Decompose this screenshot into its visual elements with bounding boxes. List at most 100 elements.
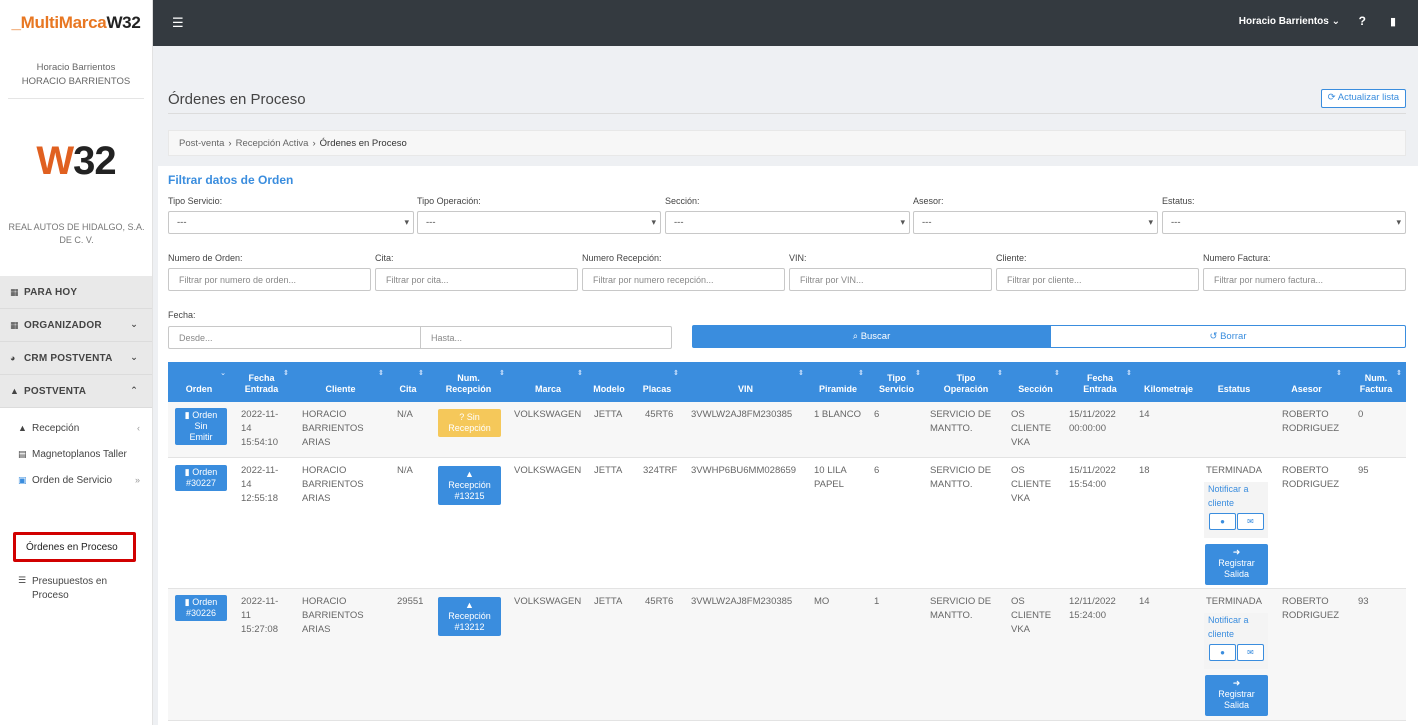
- fecha-desde-input[interactable]: Desde...: [168, 326, 421, 349]
- sidebar-item-magnetoplanos[interactable]: ▤ Magnetoplanos Taller: [18, 449, 127, 460]
- cell-kilometraje: 14: [1139, 596, 1150, 607]
- col-cita[interactable]: Cita ⇕: [399, 370, 424, 394]
- hamburger-icon[interactable]: ☰: [172, 15, 184, 30]
- recepcion-button[interactable]: ? Sin Recepción: [438, 409, 501, 437]
- chat-button[interactable]: ●: [1209, 644, 1236, 661]
- col-orden[interactable]: Orden ⌄: [185, 370, 226, 394]
- breadcrumb-recepcion-activa[interactable]: Recepción Activa: [235, 138, 309, 149]
- question-icon: ?: [459, 412, 465, 422]
- calendar-icon: ▦: [10, 286, 19, 297]
- col-vin[interactable]: VIN ⇕: [737, 370, 804, 394]
- table-row: ▮ Orden #30226 2022-11- 11 15:27:08 HORACIO…: [168, 589, 1406, 721]
- cell-tipo-operacion: SERVICIO DE MANTTO.: [930, 596, 992, 621]
- clipboard-icon[interactable]: ▮: [1389, 16, 1396, 28]
- chat-icon: ●: [1220, 517, 1225, 526]
- logo-text-w32: W32: [106, 13, 141, 32]
- numero-factura-input[interactable]: Filtrar por numero factura...: [1203, 268, 1406, 291]
- cell-modelo: JETTA: [594, 596, 623, 607]
- sidebar-group-crm-postventa[interactable]: ◕ CRM POSTVENTA ⌄: [0, 342, 152, 375]
- estatus-select[interactable]: ---: [1162, 211, 1406, 234]
- label-fecha: Fecha:: [168, 310, 196, 320]
- sidebar-item-orden-servicio[interactable]: ▣ Orden de Servicio»: [18, 475, 140, 486]
- user-menu[interactable]: Horacio Barrientos ⌄: [1239, 16, 1340, 27]
- main-content: Órdenes en Proceso ⟳ Actualizar lista Po…: [153, 46, 1418, 725]
- fecha-hasta-input[interactable]: Hasta...: [420, 326, 672, 349]
- cell-tipo-servicio: 1: [874, 596, 880, 607]
- col-kilometraje[interactable]: Kilometraje: [1143, 384, 1194, 394]
- vin-input[interactable]: Filtrar por VIN...: [789, 268, 992, 291]
- col-asesor[interactable]: Asesor ⇕: [1291, 370, 1342, 394]
- status-badge: TERMINADA: [1206, 596, 1262, 607]
- col-num-factura[interactable]: Num. Factura ⇕: [1359, 370, 1402, 394]
- col-cliente[interactable]: Cliente ⇕: [325, 370, 384, 394]
- cliente-input[interactable]: Filtrar por cliente...: [996, 268, 1199, 291]
- col-marca[interactable]: Marca ⇕: [534, 370, 583, 394]
- sidebar-item-recepcion[interactable]: ▲ Recepción ‹: [18, 423, 140, 434]
- col-fecha-entrada[interactable]: Fecha Entrada ⇕: [244, 370, 289, 394]
- col-piramide[interactable]: Piramide ⇕: [818, 370, 864, 394]
- breadcrumb-postventa[interactable]: Post-venta: [179, 138, 225, 149]
- breadcrumb-current: Órdenes en Proceso: [319, 138, 407, 149]
- col-estatus[interactable]: Estatus: [1217, 384, 1251, 394]
- app-logo[interactable]: _MultiMarca W32: [0, 0, 153, 46]
- refresh-list-button[interactable]: ⟳ Actualizar lista: [1320, 89, 1406, 108]
- search-button[interactable]: ⌕ Buscar: [692, 325, 1051, 348]
- orden-button[interactable]: ▮ Orden Sin Emitir: [175, 408, 227, 445]
- sidebar-group-para-hoy[interactable]: ▦ PARA HOY: [0, 276, 152, 309]
- seccion-select[interactable]: ---: [665, 211, 910, 234]
- sort-icon: ⇕: [378, 370, 384, 377]
- cell-fecha: 2022-11- 11 15:27:08: [241, 596, 279, 635]
- sidebar-menu: ▦ PARA HOY ▦ ORGANIZADOR ⌄ ◕ CRM POSTVENTA ⌄ …: [0, 276, 152, 492]
- sidebar-group-organizador[interactable]: ▦ ORGANIZADOR ⌄: [0, 309, 152, 342]
- cell-tipo-servicio: 6: [874, 465, 880, 476]
- recepcion-button[interactable]: ▲ Recepción #13212: [438, 597, 501, 636]
- cell-cita: 29551: [397, 596, 424, 607]
- user-name: Horacio Barrientos: [1238, 16, 1329, 27]
- col-modelo[interactable]: Modelo: [593, 384, 625, 394]
- col-tipo-operacion[interactable]: Tipo Operación ⇕: [943, 370, 1003, 394]
- sort-icon: ⇕: [1126, 370, 1132, 377]
- col-placas[interactable]: Placas ⇕: [642, 370, 679, 394]
- cell-fecha-entrada: 15/11/2022 15:54:00: [1069, 465, 1116, 490]
- chevron-double-down-icon: »: [134, 475, 140, 485]
- refresh-icon: ⟳: [1327, 92, 1336, 103]
- company-name: REAL AUTOS DE HIDALGO, S.A. DE C. V.: [8, 222, 145, 245]
- cell-cliente: HORACIO BARRIENTOS ARIAS: [302, 465, 364, 504]
- label-cita: Cita:: [375, 253, 394, 263]
- cell-cita: N/A: [397, 465, 413, 476]
- table-header: Orden ⌄ Fecha Entrada ⇕ Cliente ⇕ Cita ⇕ Num.…: [168, 362, 1406, 402]
- clear-button[interactable]: ↺ Borrar: [1050, 325, 1406, 348]
- numero-orden-input[interactable]: Filtrar por numero de orden...: [168, 268, 371, 291]
- sidebar-item-ordenes-en-proceso[interactable]: Órdenes en Proceso: [13, 532, 136, 562]
- col-num-recepcion[interactable]: Num. Recepción ⇕: [445, 370, 505, 394]
- cell-cliente: HORACIO BARRIENTOS ARIAS: [302, 409, 364, 448]
- cell-tipo-operacion: SERVICIO DE MANTTO.: [930, 409, 992, 434]
- tipo-servicio-select[interactable]: ---: [168, 211, 414, 234]
- col-tipo-servicio[interactable]: Tipo Servicio ⇕: [878, 370, 921, 394]
- label-tipo-operacion: Tipo Operación:: [417, 196, 481, 206]
- search-icon: ⌕: [852, 331, 859, 342]
- sidebar-item-presupuestos[interactable]: ☰ Presupuestos en Proceso: [18, 575, 108, 601]
- recepcion-button[interactable]: ▲ Recepción #13215: [438, 466, 501, 505]
- cell-fecha-entrada: 15/11/2022 00:00:00: [1069, 409, 1116, 434]
- col-fecha-entrada-2[interactable]: Fecha Entrada ⇕: [1083, 370, 1132, 394]
- email-button[interactable]: ✉: [1237, 644, 1264, 661]
- cita-input[interactable]: Filtrar por cita...: [375, 268, 578, 291]
- asesor-select[interactable]: ---: [913, 211, 1158, 234]
- registrar-salida-button[interactable]: ➜ Registrar Salida: [1205, 544, 1268, 585]
- email-button[interactable]: ✉: [1237, 513, 1264, 530]
- sort-icon: ⇕: [858, 370, 864, 377]
- clipboard-icon: ▮: [184, 597, 190, 607]
- chat-button[interactable]: ●: [1209, 513, 1236, 530]
- orden-button[interactable]: ▮ Orden #30226: [175, 595, 227, 621]
- grid-icon: ▦: [10, 319, 19, 330]
- clipboard-icon: ▮: [184, 410, 190, 420]
- registrar-salida-button[interactable]: ➜ Registrar Salida: [1205, 675, 1268, 716]
- sidebar-group-postventa[interactable]: ▲ POSTVENTA ⌃: [0, 375, 152, 408]
- tipo-operacion-select[interactable]: ---: [417, 211, 661, 234]
- help-icon[interactable]: ?: [1358, 14, 1366, 28]
- numero-recepcion-input[interactable]: Filtrar por numero recepción...: [582, 268, 785, 291]
- col-seccion[interactable]: Sección ⇕: [1018, 370, 1060, 394]
- orden-button[interactable]: ▮ Orden #30227: [175, 465, 227, 491]
